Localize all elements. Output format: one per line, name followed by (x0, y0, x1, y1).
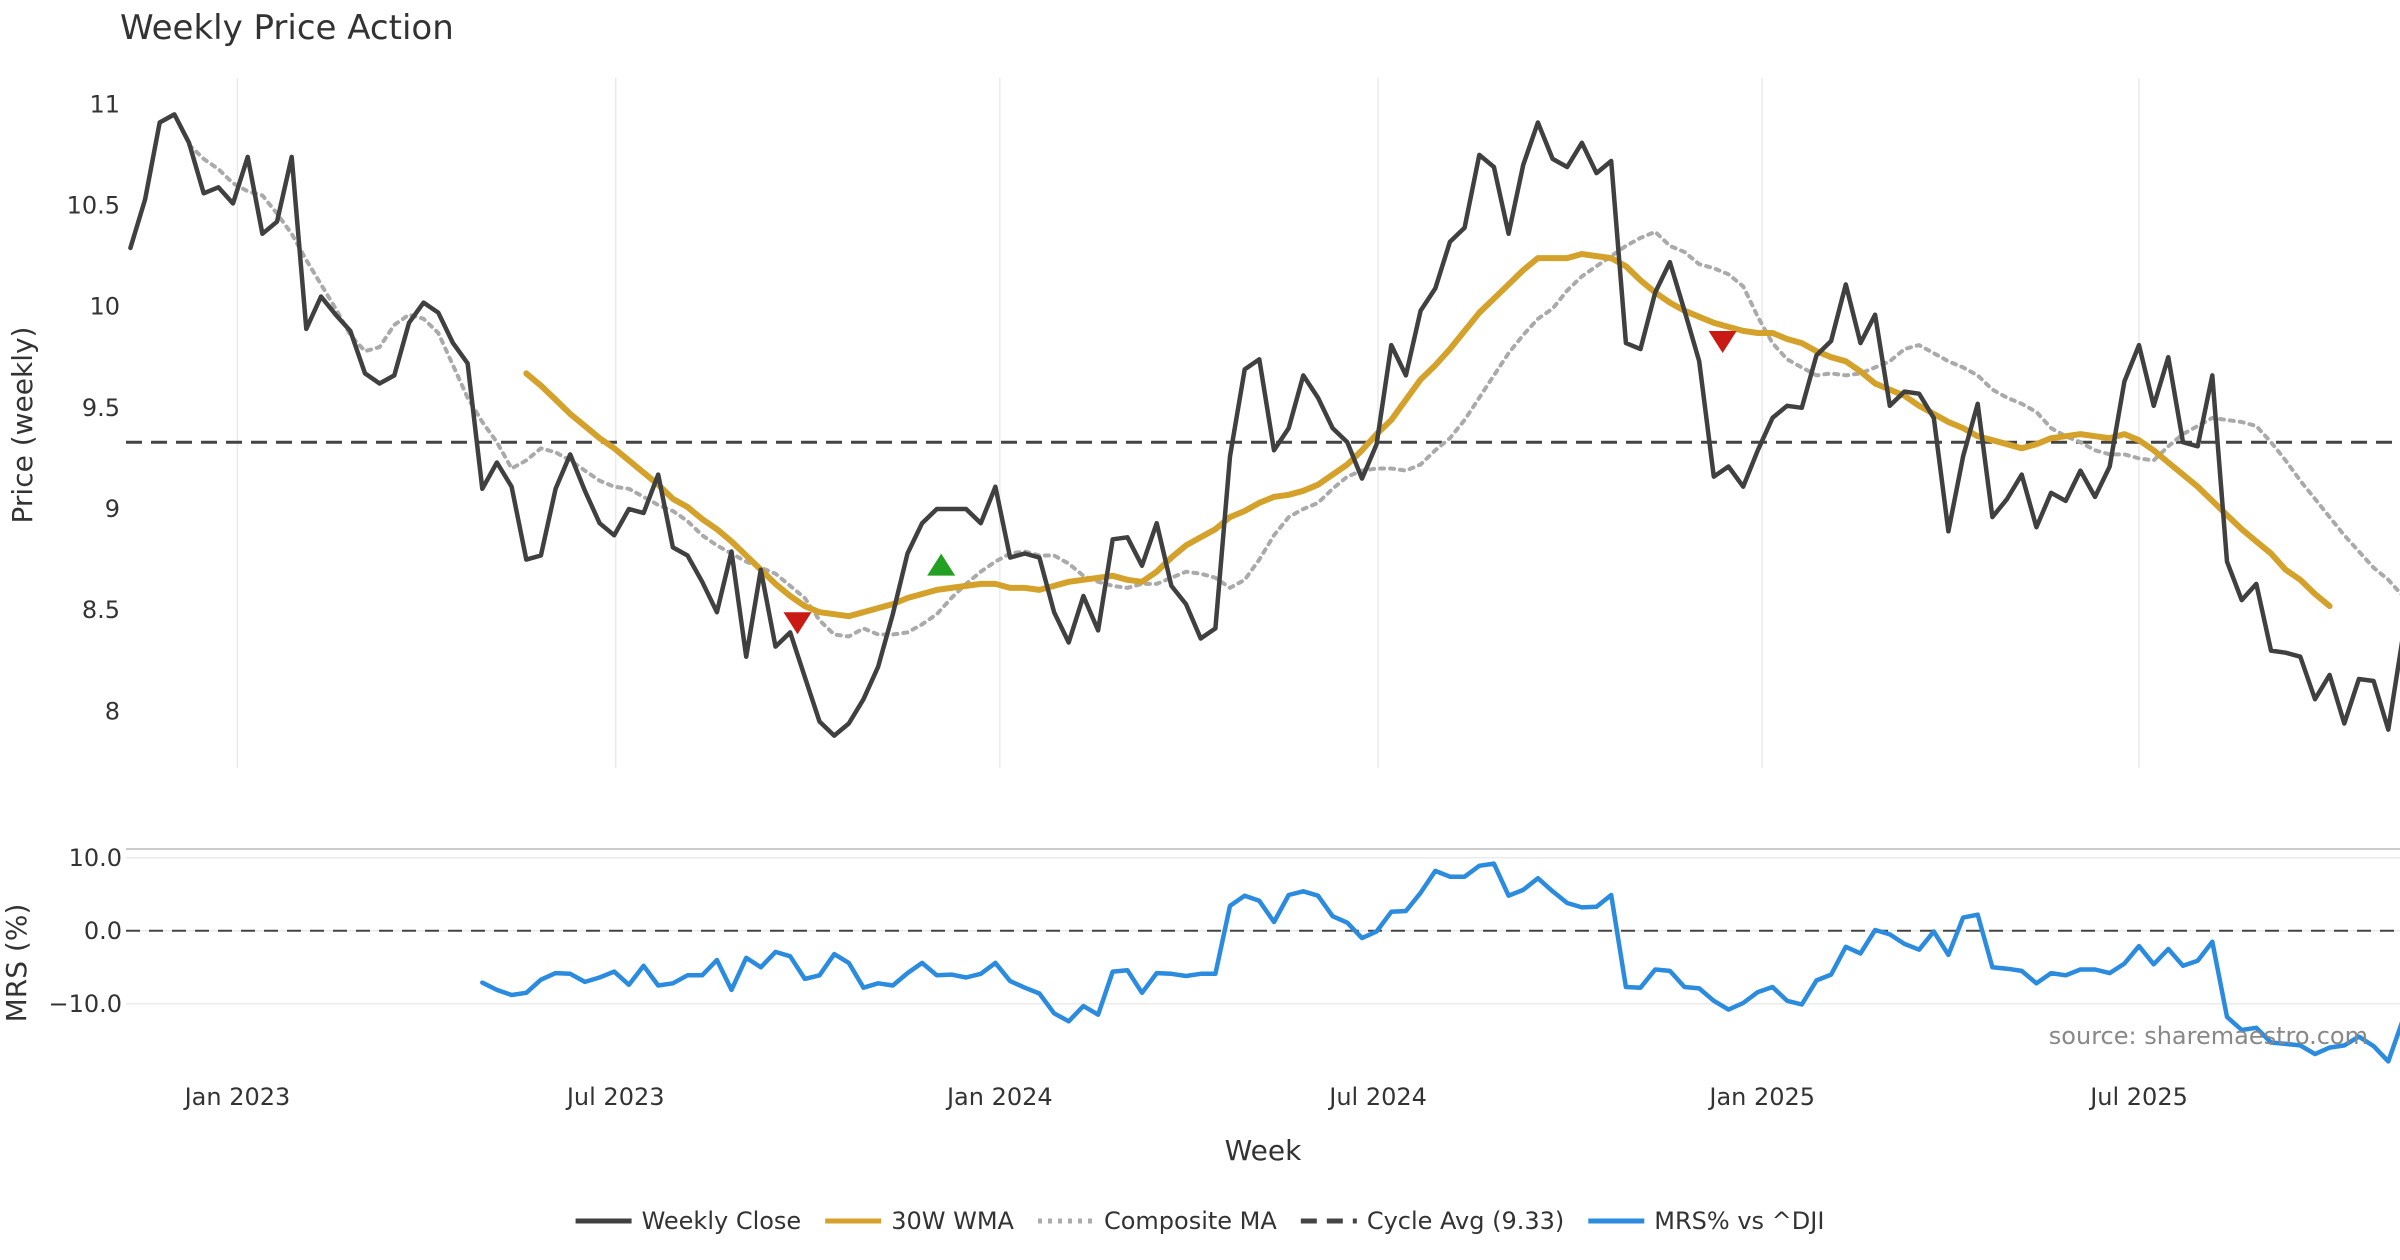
legend-label: MRS% vs ^DJI (1654, 1207, 1824, 1235)
x-axis-label: Week (1225, 1134, 1302, 1167)
x-tick-label: Jan 2024 (945, 1083, 1053, 1111)
price-y-tick-label: 11 (89, 90, 120, 118)
price-y-tick-label: 9.5 (82, 394, 120, 422)
wma-30w-line (523, 251, 2333, 620)
legend: Weekly Close 30W WMA Composite MA Cycle Avg… (575, 1207, 1824, 1235)
sell-signal-marker (1708, 331, 1737, 354)
mrs-y-ticks: 10.0 0.0 −10.0 (48, 844, 122, 1018)
price-y-tick-label: 8 (105, 697, 120, 725)
x-tick-label: Jul 2024 (1327, 1083, 1427, 1111)
legend-label: Weekly Close (642, 1207, 802, 1235)
mrs-y-tick-label: −10.0 (48, 990, 122, 1018)
x-tick-label: Jan 2025 (1707, 1083, 1815, 1111)
signal-markers (783, 331, 1737, 635)
mrs-y-axis-label: MRS (%) (0, 904, 33, 1023)
buy-signal-marker (927, 553, 956, 576)
x-tick-label: Jul 2025 (2088, 1083, 2188, 1111)
x-tick-label: Jul 2023 (565, 1083, 665, 1111)
x-tick-label: Jan 2023 (183, 1083, 291, 1111)
price-y-tick-label: 9 (105, 495, 120, 523)
price-grid (236, 78, 2140, 768)
mrs-y-tick-label: 10.0 (69, 844, 122, 872)
mrs-y-tick-label: 0.0 (84, 917, 122, 945)
legend-label: Composite MA (1104, 1207, 1277, 1235)
mrs-line (480, 861, 2400, 1064)
x-axis-ticks: Jan 2023 Jul 2023 Jan 2024 Jul 2024 Jan 2025… (183, 1083, 2188, 1111)
price-y-ticks: 8 8.5 9 9.5 10 10.5 11 (67, 90, 120, 725)
price-y-tick-label: 8.5 (82, 596, 120, 624)
chart-title: Weekly Price Action (120, 8, 454, 48)
price-y-tick-label: 10 (89, 293, 120, 321)
price-y-axis-label: Price (weekly) (6, 327, 39, 524)
composite-ma-line (187, 142, 2400, 639)
price-y-tick-label: 10.5 (67, 191, 120, 219)
sell-signal-marker (783, 612, 812, 635)
legend-label: 30W WMA (891, 1207, 1014, 1235)
source-note: source: sharemaestro.com (2049, 1022, 2368, 1050)
legend-label: Cycle Avg (9.33) (1367, 1207, 1564, 1235)
weekly-close-line (128, 112, 2400, 738)
